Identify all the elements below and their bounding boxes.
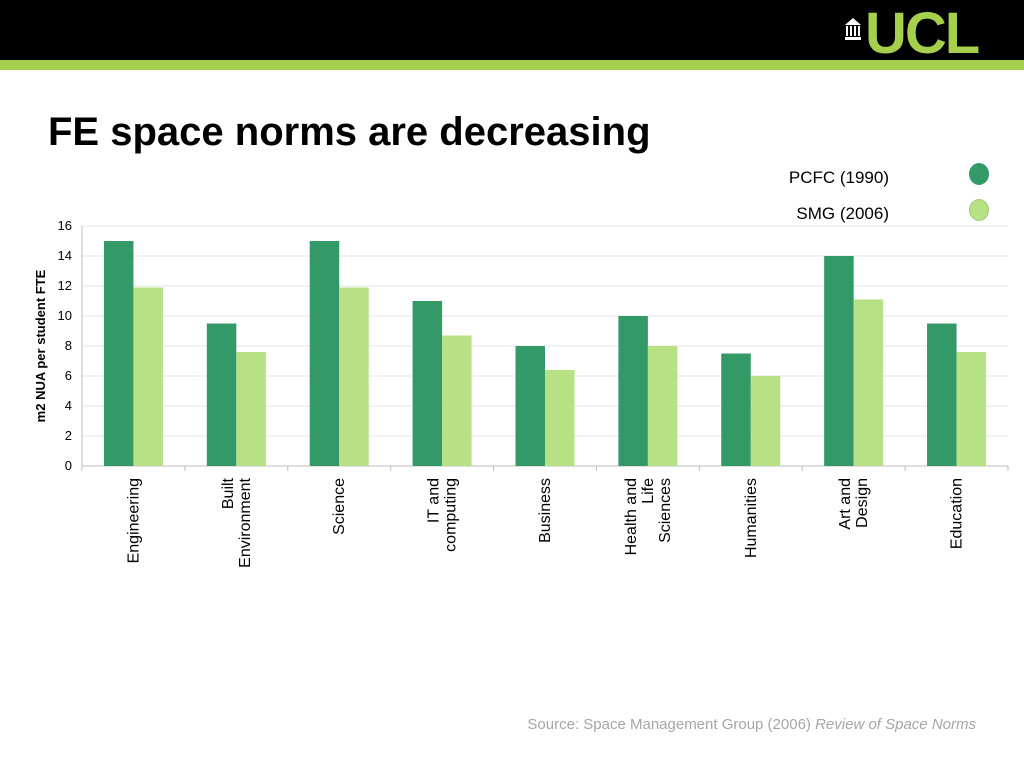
bar-chart: 0 2 4 6 8 10 12 14 16 Engineering Built Environment… [33, 218, 1009, 568]
x-category-label-line: Science [331, 478, 348, 535]
y-tick-label: 10 [58, 308, 72, 323]
bar-pcfc [309, 241, 340, 466]
bar-smg [236, 352, 266, 466]
legend-label-smg: SMG (2006) [796, 204, 889, 223]
y-tick-label: 0 [65, 458, 72, 473]
x-category-label-line: Education [949, 478, 966, 549]
legend-swatch-smg [969, 199, 989, 221]
x-category-label: Humanities [743, 478, 760, 558]
x-category-label-line: Built [220, 477, 237, 509]
source-text: Source: Space Management Group (2006) [527, 716, 811, 733]
source-title: Review of Space Norms [815, 716, 976, 733]
page-title: FE space norms are decreasing [48, 110, 651, 154]
bar-smg [133, 287, 163, 466]
x-category-label: Science [331, 478, 348, 535]
bar-pcfc [927, 323, 957, 466]
header-accent-bar [0, 60, 1024, 70]
bar-pcfc [721, 353, 751, 466]
x-category-label-line: IT and [426, 478, 443, 523]
x-category-label: Business [537, 478, 554, 543]
bar-smg [442, 335, 472, 466]
bar-smg [545, 370, 575, 466]
legend-label-pcfc: PCFC (1990) [788, 168, 889, 187]
bar-smg [339, 287, 369, 466]
bar-pcfc [515, 346, 545, 466]
portico-icon [845, 18, 861, 40]
y-tick-label: 4 [65, 398, 72, 413]
y-axis-title: m2 NUA per student FTE [33, 269, 48, 422]
bar-pcfc [206, 323, 237, 466]
bar-pcfc [824, 256, 854, 466]
legend-swatch-pcfc [969, 163, 989, 185]
x-category-label: Education [949, 478, 966, 549]
x-category-label: Art and Design [837, 478, 871, 530]
x-category-label-line: Humanities [743, 478, 760, 558]
y-tick-label: 14 [58, 248, 72, 263]
bar-smg [647, 346, 678, 466]
x-category-label-line: Art and [837, 478, 854, 530]
x-category-label-line: Sciences [657, 478, 674, 543]
y-tick-label: 12 [58, 278, 72, 293]
y-tick-label: 6 [65, 368, 72, 383]
header-bar [0, 0, 1024, 60]
source-note: Source: Space Management Group (2006) Re… [527, 716, 976, 733]
bar-pcfc [103, 241, 134, 466]
x-category-label-line: Environment [237, 477, 254, 567]
bar-smg [853, 299, 884, 466]
bar-smg [956, 352, 987, 466]
bar-pcfc [618, 316, 648, 466]
bar-smg [750, 376, 781, 466]
x-category-label-line: Design [854, 478, 871, 528]
x-category-label: IT and computing [426, 478, 460, 552]
ucl-logo: UCL [845, 5, 995, 63]
y-tick-label: 8 [65, 338, 72, 353]
x-category-label-line: computing [443, 478, 460, 552]
y-tick-label: 16 [58, 218, 72, 233]
x-category-label-line: Health and [623, 478, 640, 555]
bar-pcfc [412, 301, 443, 466]
x-category-label-line: Business [537, 478, 554, 543]
x-category-label-line: Engineering [125, 478, 142, 563]
x-category-label: Health and Life Sciences [623, 478, 674, 555]
logo-text: UCL [865, 1, 980, 66]
y-tick-label: 2 [65, 428, 72, 443]
x-category-label: Built Environment [220, 477, 254, 567]
x-category-label: Engineering [125, 478, 142, 563]
x-category-label-line: Life [640, 478, 657, 504]
